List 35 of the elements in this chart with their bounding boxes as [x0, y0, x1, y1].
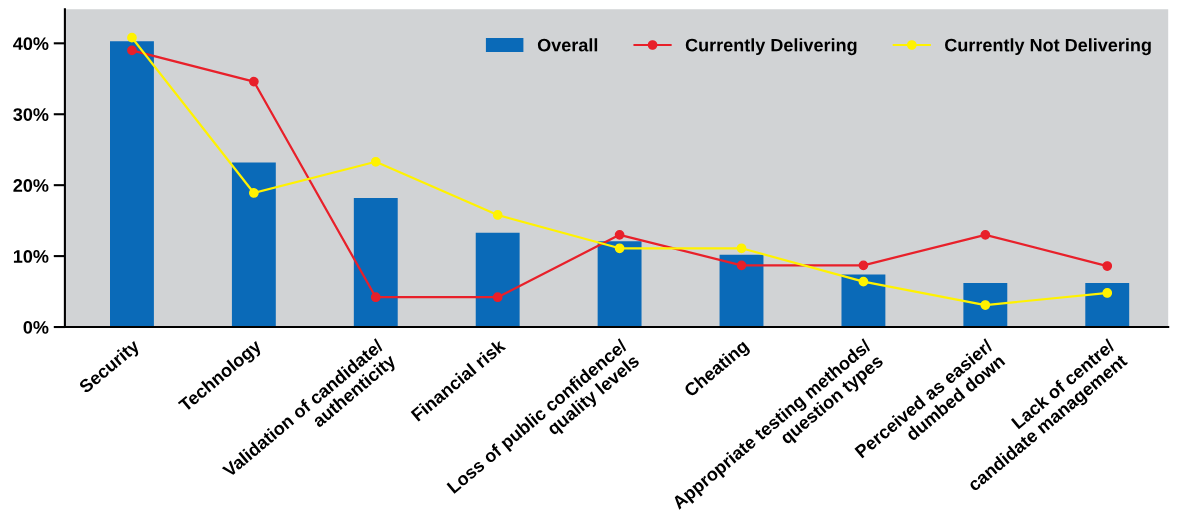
y-tick-label: 0%	[23, 320, 49, 334]
bar	[719, 254, 764, 328]
point	[736, 260, 747, 271]
point	[614, 243, 625, 254]
bar	[110, 41, 154, 328]
legend-label: Currently Not Delivering	[945, 38, 1151, 56]
y-tick-label: 30%	[13, 108, 49, 121]
bar	[353, 197, 398, 328]
y-tick-label: 20%	[13, 179, 49, 192]
point	[370, 156, 381, 167]
y-tick-label: 10%	[13, 250, 49, 263]
y-tick-label: 40%	[13, 37, 49, 51]
point	[858, 276, 869, 287]
point	[127, 45, 137, 56]
point	[980, 229, 991, 240]
point	[370, 292, 381, 303]
point	[736, 243, 747, 254]
bar	[841, 274, 886, 328]
point	[249, 188, 259, 198]
bar	[963, 283, 1008, 328]
bar	[597, 241, 642, 328]
bar	[231, 162, 276, 328]
bar	[1085, 283, 1130, 328]
point	[1102, 261, 1113, 271]
point	[127, 32, 137, 43]
point	[492, 210, 503, 220]
point	[858, 260, 869, 271]
bar	[475, 232, 520, 328]
point	[249, 76, 259, 87]
point	[614, 229, 625, 240]
point	[492, 292, 503, 303]
point	[1102, 288, 1113, 298]
legend-label: Overall	[537, 38, 598, 52]
legend-label: Currently Delivering	[685, 38, 857, 56]
point	[980, 300, 991, 310]
